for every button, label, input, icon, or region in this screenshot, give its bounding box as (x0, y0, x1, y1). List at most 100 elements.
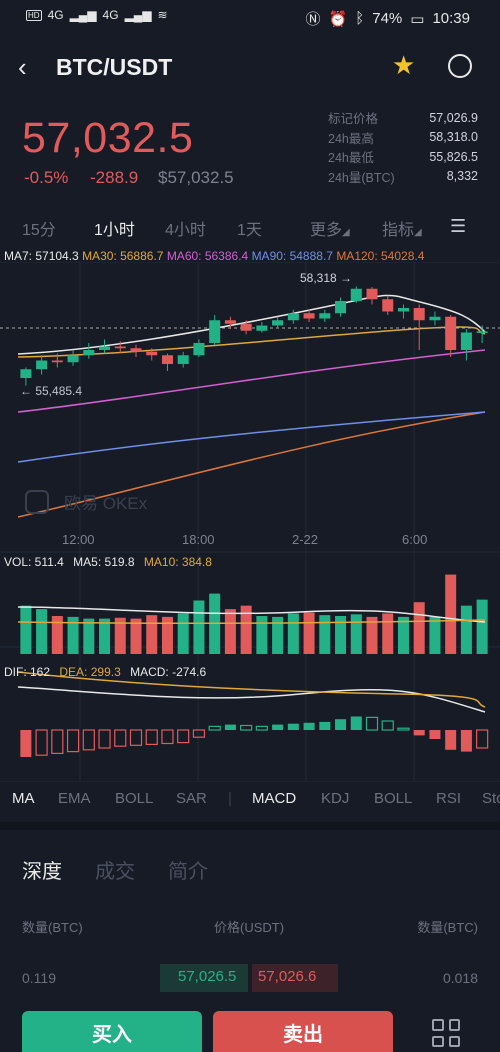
candle (177, 355, 189, 364)
ref-price: $57,032.5 (158, 168, 234, 187)
macd-bar (161, 729, 174, 745)
x-tick: 2-22 (292, 532, 318, 547)
volume-bar (272, 616, 284, 654)
status-right: Ⓝ ⏰ ᛒ 74% ▭ 10:39 (306, 8, 470, 29)
candle (319, 313, 331, 319)
macd-bar (51, 729, 64, 754)
buy-button[interactable]: 买入 (22, 1011, 202, 1052)
tab-trades[interactable]: 成交 (95, 861, 135, 883)
candle (67, 355, 79, 363)
refresh-icon[interactable] (448, 54, 472, 78)
menu-grid-icon[interactable] (432, 1019, 460, 1047)
x-tick: 6:00 (402, 532, 427, 547)
tab-4h[interactable]: 4小时 (165, 222, 206, 239)
ind-sar[interactable]: SAR (176, 790, 207, 807)
candle (350, 288, 362, 301)
macd-bar (460, 730, 472, 752)
candle (272, 320, 284, 326)
bid-qty: 0.119 (22, 970, 56, 986)
candle (382, 299, 394, 312)
candle (193, 343, 205, 356)
ind-ema[interactable]: EMA (58, 790, 91, 807)
depth-header-bid-qty: 数量(BTC) (22, 920, 83, 935)
ind-kdj[interactable]: KDJ (321, 790, 350, 807)
stat-row: 24h最低 55,826.5 (328, 149, 478, 166)
candle (366, 288, 378, 300)
volume-bar (146, 615, 158, 654)
change-percent: -0.5% (24, 168, 69, 187)
macd-bar (177, 729, 190, 744)
battery-percent: 74% (372, 10, 403, 27)
ma90-label: MA90: 54888.7 (251, 249, 333, 263)
kline-chart[interactable]: 58,318 → ← 55,485.4 欧易 OKEx 12:00 18:00 … (0, 262, 500, 782)
ind-boll[interactable]: BOLL (115, 790, 154, 807)
high-label: 58,318 → (300, 271, 352, 285)
ma120-label: MA120: 54028.4 (336, 249, 425, 263)
sell-button[interactable]: 卖出 (213, 1011, 393, 1052)
tab-1d[interactable]: 1天 (237, 222, 262, 239)
chart-settings-icon[interactable]: ☰ (450, 216, 467, 236)
x-tick: 18:00 (182, 532, 215, 547)
ma30-label: MA30: 56886.7 (82, 249, 164, 263)
macd-bar (192, 729, 206, 738)
macd-bar (335, 719, 347, 730)
volume-bar (460, 605, 472, 654)
tab-15m[interactable]: 15分 (22, 222, 56, 239)
ma60-line (17, 349, 486, 413)
volume-bar (83, 618, 95, 654)
tab-1h[interactable]: 1小时 (94, 222, 135, 239)
volume-bar (303, 612, 315, 654)
ind-boll-2[interactable]: BOLL (374, 790, 413, 807)
ma30-line (17, 326, 486, 358)
timeframe-tabs: 15分 1小时 4小时 1天 更多◢ 指标◢ ☰ (0, 216, 500, 240)
star-icon[interactable]: ★ (392, 50, 416, 80)
volume-bar (114, 617, 126, 654)
section-divider (0, 822, 500, 830)
volume-bar (240, 605, 252, 654)
tab-intro[interactable]: 简介 (168, 861, 208, 883)
macd-bar (476, 729, 489, 749)
clock: 10:39 (432, 10, 470, 27)
ind-sto[interactable]: Sto (482, 790, 500, 807)
candle (99, 346, 111, 350)
vol-ma10-line (17, 619, 486, 625)
volume-bar (429, 616, 441, 654)
hd-icon: HD (26, 9, 42, 21)
battery-icon: ▭ (410, 10, 425, 28)
ticker-stats: 标记价格 57,026.9 24h最高 58,318.0 24h最低 55,826.5… (328, 108, 478, 186)
candle (476, 331, 488, 333)
volume-bar (476, 599, 488, 654)
stat-row: 标记价格 57,026.9 (328, 110, 478, 127)
ask-depth-bar (252, 964, 338, 992)
tab-indicators[interactable]: 指标◢ (382, 222, 422, 239)
volume-bar (20, 605, 32, 654)
candle (224, 320, 236, 324)
ind-rsi[interactable]: RSI (436, 790, 462, 807)
tab-more[interactable]: 更多◢ (310, 222, 350, 239)
macd-bar (255, 725, 268, 731)
depth-header-ask-qty: 数量(BTC) (417, 920, 478, 935)
volume-bar (319, 615, 331, 654)
tab-depth[interactable]: 深度 (22, 861, 62, 883)
macd-bar (145, 729, 158, 745)
action-bar: 买入 卖出 (0, 995, 500, 1052)
status-bar: HD 4G ▂▄▆ 4G ▂▄▆ ≋ Ⓝ ⏰ ᛒ 74% ▭ 10:39 (0, 0, 500, 36)
volume-bar (161, 616, 173, 654)
ma120-line (17, 411, 486, 518)
ind-ma[interactable]: MA (12, 790, 35, 807)
volume-bar (256, 616, 268, 654)
candle (36, 360, 48, 370)
macd-bar (397, 727, 410, 731)
ind-divider: | (228, 790, 232, 807)
volume-bar (99, 618, 111, 654)
macd-bar (303, 722, 315, 730)
candle (413, 308, 425, 321)
back-arrow-icon[interactable]: ‹ (18, 52, 27, 82)
macd-bar (114, 729, 127, 747)
volume-bar (193, 600, 205, 654)
candle (20, 369, 32, 378)
ask-qty: 0.018 (442, 970, 478, 986)
ma-legend: MA7: 57104.3 MA30: 56886.7 MA60: 56386.4… (4, 249, 424, 263)
volume-bar (413, 602, 425, 654)
ind-macd[interactable]: MACD (252, 790, 297, 807)
